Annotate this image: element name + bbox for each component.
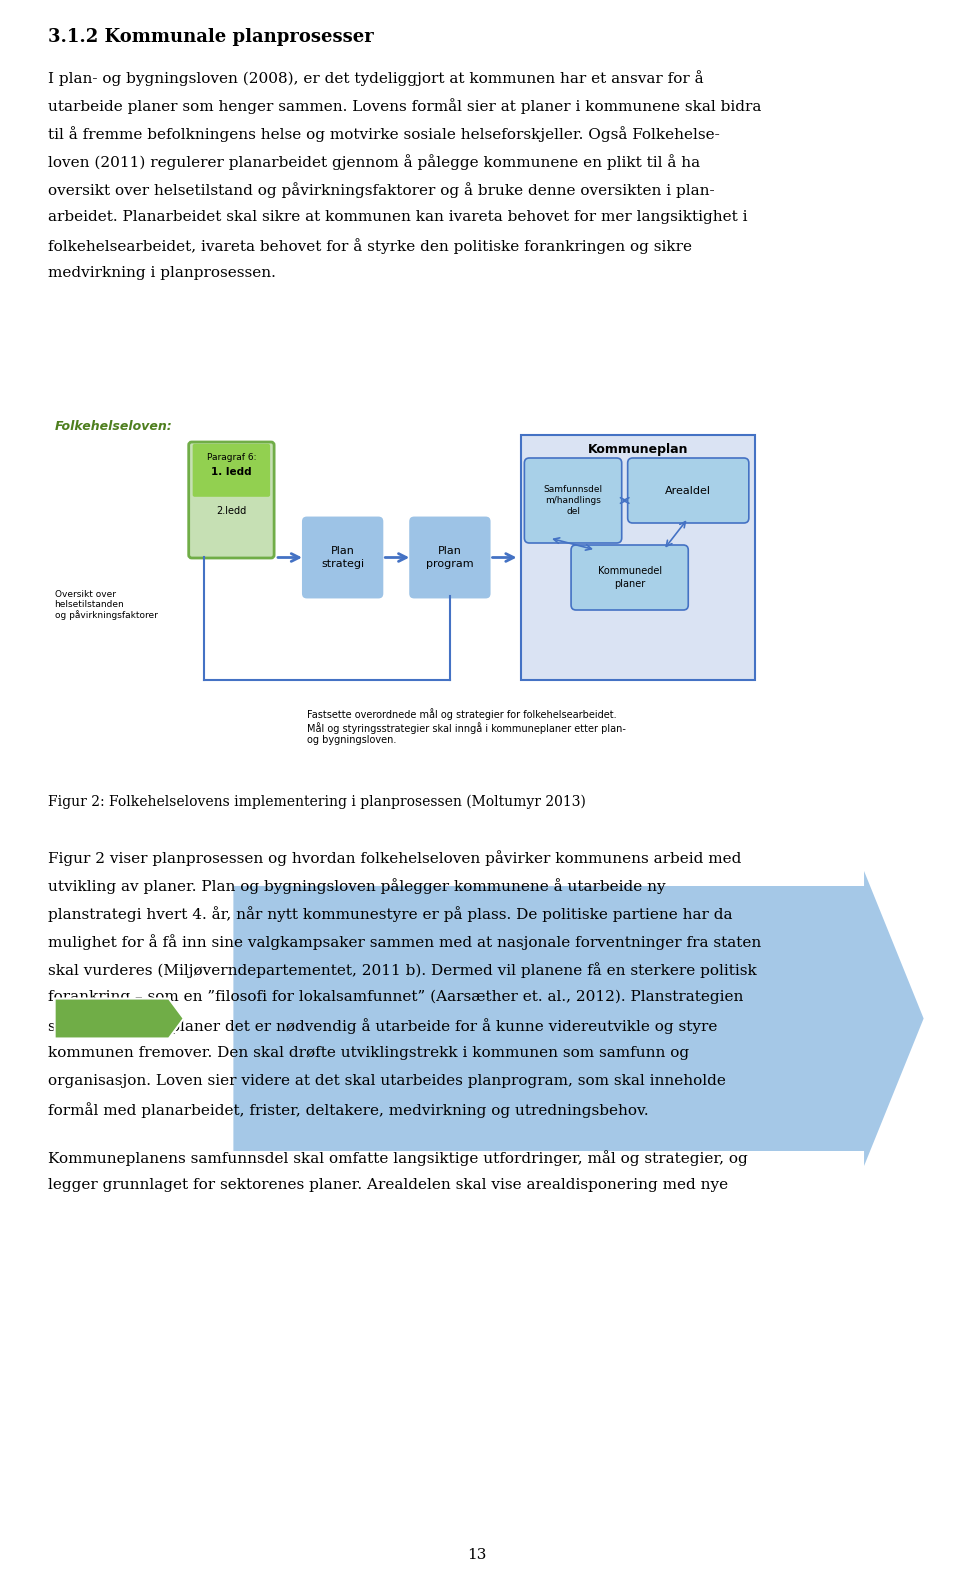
Text: Fastsette overordnede mål og strategier for folkehelsearbeidet.
Mål og styringss: Fastsette overordnede mål og strategier … bbox=[307, 708, 626, 745]
Text: Oversikt over
helsetilstanden
og påvirkningsfaktorer: Oversikt over helsetilstanden og påvirkn… bbox=[55, 589, 157, 621]
Text: Figur 2: Folkehelselovens implementering i planprosessen (Moltumyr 2013): Figur 2: Folkehelselovens implementering… bbox=[48, 794, 586, 810]
Text: 13: 13 bbox=[467, 1548, 487, 1562]
Text: arbeidet. Planarbeidet skal sikre at kommunen kan ivareta behovet for mer langsi: arbeidet. Planarbeidet skal sikre at kom… bbox=[48, 210, 747, 224]
FancyBboxPatch shape bbox=[408, 515, 492, 599]
FancyBboxPatch shape bbox=[189, 441, 275, 558]
Text: Plan
program: Plan program bbox=[426, 545, 473, 569]
FancyBboxPatch shape bbox=[193, 444, 270, 496]
Text: Paragraf 5: Paragraf 5 bbox=[81, 553, 143, 563]
Text: utarbeide planer som henger sammen. Lovens formål sier at planer i kommunene ska: utarbeide planer som henger sammen. Love… bbox=[48, 98, 761, 113]
Text: Kommunedel
planer: Kommunedel planer bbox=[597, 566, 661, 589]
Text: 3.1.2 Kommunale planprosesser: 3.1.2 Kommunale planprosesser bbox=[48, 28, 373, 46]
Text: legger grunnlaget for sektorenes planer. Arealdelen skal vise arealdisponering m: legger grunnlaget for sektorenes planer.… bbox=[48, 1177, 728, 1191]
Text: utvikling av planer. Plan og bygningsloven pålegger kommunene å utarbeide ny: utvikling av planer. Plan og bygningslov… bbox=[48, 878, 665, 894]
Text: Paragraf 6:: Paragraf 6: bbox=[206, 452, 256, 462]
Text: I plan- og bygningsloven (2008), er det tydeliggjort at kommunen har et ansvar f: I plan- og bygningsloven (2008), er det … bbox=[48, 69, 704, 85]
Text: Folkehelseloven:: Folkehelseloven: bbox=[55, 419, 173, 433]
Text: Samfunnsdel
m/handlings
del: Samfunnsdel m/handlings del bbox=[543, 485, 603, 515]
Text: loven (2011) regulerer planarbeidet gjennom å pålegge kommunene en plikt til å h: loven (2011) regulerer planarbeidet gjen… bbox=[48, 154, 700, 170]
Text: folkehelsearbeidet, ivareta behovet for å styrke den politiske forankringen og s: folkehelsearbeidet, ivareta behovet for … bbox=[48, 238, 691, 254]
Text: mulighet for å få inn sine valgkampsaker sammen med at nasjonale forventninger f: mulighet for å få inn sine valgkampsaker… bbox=[48, 935, 761, 950]
Polygon shape bbox=[233, 872, 924, 1166]
Text: planstrategi hvert 4. år, når nytt kommunestyre er på plass. De politiske partie: planstrategi hvert 4. år, når nytt kommu… bbox=[48, 906, 732, 922]
FancyBboxPatch shape bbox=[521, 435, 755, 679]
Text: Plan
strategi: Plan strategi bbox=[321, 545, 364, 569]
Text: skal vise hvilke planer det er nødvendig å utarbeide for å kunne videreutvikle o: skal vise hvilke planer det er nødvendig… bbox=[48, 1018, 717, 1034]
Text: Arealdel: Arealdel bbox=[665, 485, 711, 495]
Text: Figur 2 viser planprosessen og hvordan folkehelseloven påvirker kommunens arbeid: Figur 2 viser planprosessen og hvordan f… bbox=[48, 849, 741, 865]
Text: organisasjon. Loven sier videre at det skal utarbeides planprogram, som skal inn: organisasjon. Loven sier videre at det s… bbox=[48, 1073, 726, 1087]
Text: skal vurderes (Miljøverndepartementet, 2011 b). Dermed vil planene få en sterker: skal vurderes (Miljøverndepartementet, 2… bbox=[48, 961, 756, 977]
FancyBboxPatch shape bbox=[300, 515, 384, 599]
Text: til å fremme befolkningens helse og motvirke sosiale helseforskjeller. Også Folk: til å fremme befolkningens helse og motv… bbox=[48, 126, 719, 142]
Text: formål med planarbeidet, frister, deltakere, medvirkning og utredningsbehov.: formål med planarbeidet, frister, deltak… bbox=[48, 1102, 648, 1117]
FancyBboxPatch shape bbox=[571, 545, 688, 610]
Text: oversikt over helsetilstand og påvirkningsfaktorer og å bruke denne oversikten i: oversikt over helsetilstand og påvirknin… bbox=[48, 181, 714, 199]
FancyBboxPatch shape bbox=[628, 459, 749, 523]
Text: medvirkning i planprosessen.: medvirkning i planprosessen. bbox=[48, 266, 276, 281]
Text: forankring – som en ”filosofi for lokalsamfunnet” (Aarsæther et. al., 2012). Pla: forankring – som en ”filosofi for lokals… bbox=[48, 990, 743, 1004]
Text: Kommuneplan: Kommuneplan bbox=[588, 443, 688, 455]
Polygon shape bbox=[55, 999, 183, 1039]
Text: kommunen fremover. Den skal drøfte utviklingstrekk i kommunen som samfunn og: kommunen fremover. Den skal drøfte utvik… bbox=[48, 1046, 688, 1061]
Text: 2.ledd: 2.ledd bbox=[216, 506, 247, 515]
FancyBboxPatch shape bbox=[524, 459, 622, 544]
Text: Kommuneplanens samfunnsdel skal omfatte langsiktige utfordringer, mål og strateg: Kommuneplanens samfunnsdel skal omfatte … bbox=[48, 1150, 748, 1166]
Text: 1. ledd: 1. ledd bbox=[211, 466, 252, 478]
